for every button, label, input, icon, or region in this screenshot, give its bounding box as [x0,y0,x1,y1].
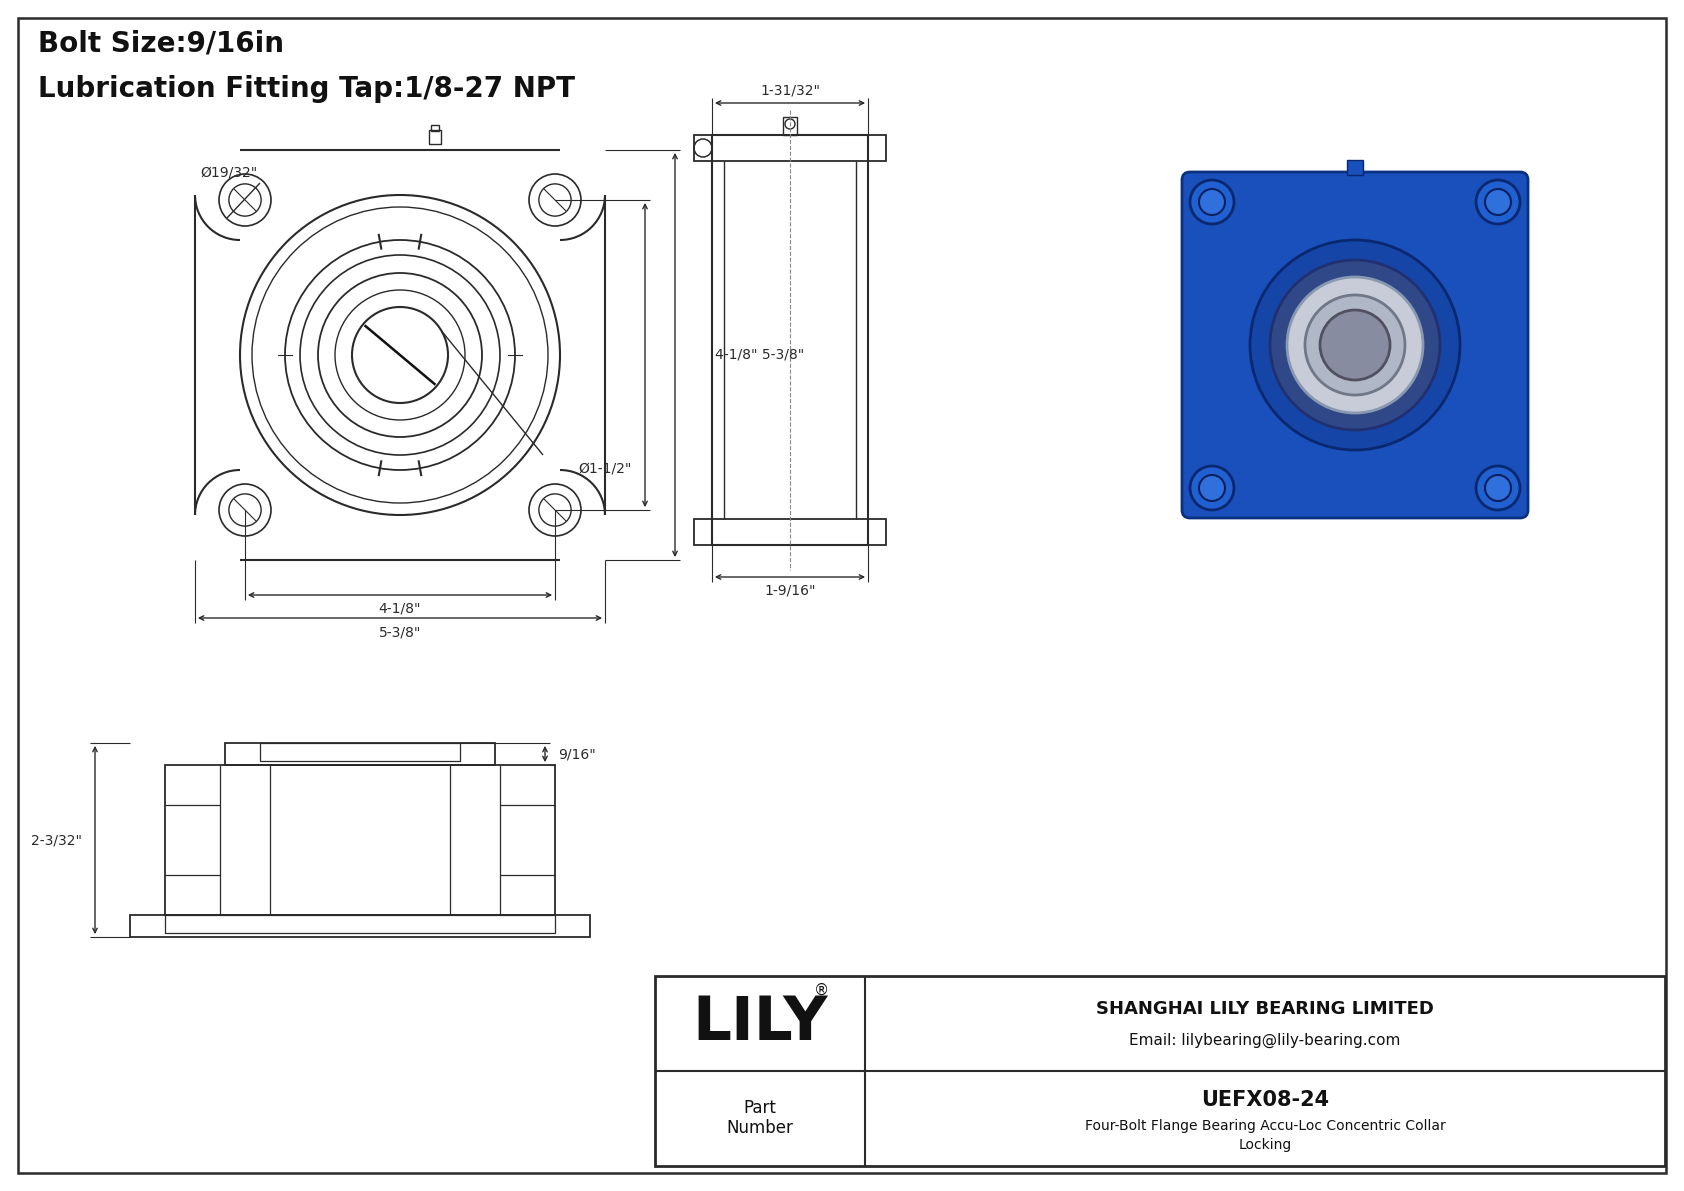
Text: ®: ® [815,983,830,998]
Circle shape [1485,475,1511,501]
Bar [130,915,589,937]
Text: Ø19/32": Ø19/32" [200,166,258,180]
Circle shape [1199,475,1224,501]
Circle shape [1250,241,1460,450]
Bar [694,135,886,161]
Text: Bolt Size:9/16in: Bolt Size:9/16in [39,30,285,58]
Text: UEFX08-24: UEFX08-24 [1201,1090,1329,1110]
Bar [431,125,440,131]
Text: 1-9/16": 1-9/16" [765,584,815,597]
Circle shape [1485,189,1511,216]
Circle shape [1305,295,1404,395]
Circle shape [1270,260,1440,430]
Circle shape [1191,180,1234,224]
Bar [712,135,867,545]
Circle shape [1191,466,1234,510]
FancyBboxPatch shape [1182,172,1527,518]
Text: 4-1/8" 5-3/8": 4-1/8" 5-3/8" [716,348,805,362]
Text: 2-3/32": 2-3/32" [32,833,83,847]
Bar [226,743,495,765]
FancyBboxPatch shape [1470,175,1526,230]
Bar [165,765,556,915]
Text: 4-1/8": 4-1/8" [379,601,421,616]
Circle shape [1199,189,1224,216]
Circle shape [1320,310,1389,380]
Text: Email: lilybearing@lily-bearing.com: Email: lilybearing@lily-bearing.com [1130,1033,1401,1048]
Text: 1-31/32": 1-31/32" [759,83,820,96]
Bar [694,519,886,545]
Text: SHANGHAI LILY BEARING LIMITED: SHANGHAI LILY BEARING LIMITED [1096,1000,1435,1018]
Bar [1347,160,1362,175]
Text: 5-3/8": 5-3/8" [379,625,421,640]
Text: Locking: Locking [1238,1139,1292,1152]
Text: Lubrication Fitting Tap:1/8-27 NPT: Lubrication Fitting Tap:1/8-27 NPT [39,75,574,102]
Text: Four-Bolt Flange Bearing Accu-Loc Concentric Collar: Four-Bolt Flange Bearing Accu-Loc Concen… [1084,1120,1445,1133]
Circle shape [1287,278,1423,413]
Circle shape [1475,180,1521,224]
Bar [259,743,460,761]
Bar [165,915,556,933]
Bar [783,117,797,135]
Bar [429,130,441,144]
Text: LILY: LILY [692,993,829,1053]
Text: Part
Number: Part Number [726,1098,793,1137]
Circle shape [1475,466,1521,510]
Text: Ø1-1/2": Ø1-1/2" [578,461,632,475]
Bar [655,975,1665,1166]
FancyBboxPatch shape [1186,460,1239,515]
Text: 9/16": 9/16" [557,747,596,761]
FancyBboxPatch shape [1186,175,1239,230]
FancyBboxPatch shape [1470,460,1526,515]
